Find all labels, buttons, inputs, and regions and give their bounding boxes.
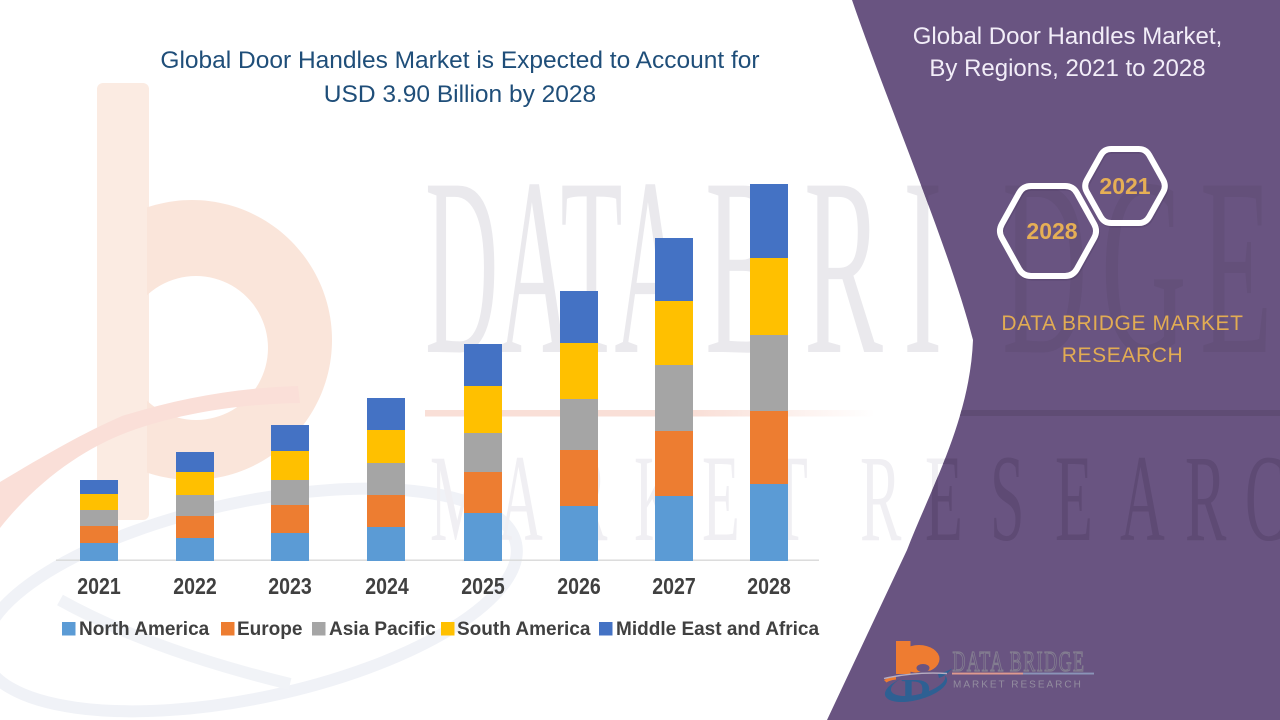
svg-text:South America: South America: [457, 619, 591, 640]
svg-text:MARKET RESEARCH: MARKET RESEARCH: [953, 680, 1083, 691]
svg-text:Middle East and Africa: Middle East and Africa: [616, 619, 819, 640]
svg-text:North America: North America: [79, 619, 210, 640]
svg-text:2021: 2021: [1099, 173, 1150, 199]
svg-text:2024: 2024: [365, 574, 409, 600]
svg-text:2027: 2027: [652, 574, 695, 600]
svg-text:2025: 2025: [461, 574, 505, 600]
svg-text:D: D: [901, 674, 931, 704]
svg-text:2021: 2021: [77, 574, 121, 600]
svg-text:DATA: DATA: [425, 126, 688, 407]
svg-text:2026: 2026: [557, 574, 601, 600]
svg-text:2023: 2023: [268, 574, 312, 600]
svg-text:2028: 2028: [1026, 218, 1077, 244]
svg-text:Europe: Europe: [237, 619, 302, 640]
svg-text:2022: 2022: [173, 574, 216, 600]
svg-text:Asia Pacific: Asia Pacific: [329, 619, 436, 640]
svg-text:2028: 2028: [747, 574, 791, 600]
